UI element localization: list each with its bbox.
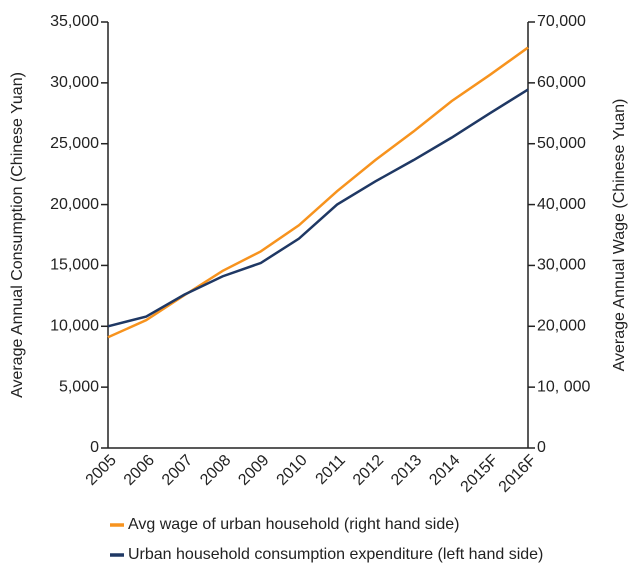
x-tick-label: 2006: [121, 452, 158, 489]
x-tick-label: 2007: [159, 452, 196, 489]
y-tick-label: 20,000: [50, 196, 99, 213]
x-tick-label: 2009: [235, 452, 272, 489]
x-tick-label: 2015F: [458, 452, 502, 496]
x-tick-label: 2016F: [496, 452, 540, 496]
y2-tick-label: 40,000: [537, 196, 586, 213]
x-tick-label: 2013: [388, 452, 425, 489]
y-tick-label: 25,000: [50, 135, 99, 152]
y2-axis-label: Average Annual Wage (Chinese Yuan): [611, 99, 628, 372]
y-tick-label: 10,000: [50, 318, 99, 335]
y2-tick-label: 30,000: [537, 257, 586, 274]
y2-tick-label: 60,000: [537, 74, 586, 91]
legend-label: Avg wage of urban household (right hand …: [128, 516, 459, 533]
y-tick-label: 30,000: [50, 74, 99, 91]
line: [107, 88, 529, 328]
y-tick-label: 15,000: [50, 257, 99, 274]
x-tick-label: 2011: [313, 452, 349, 488]
y2-tick-label: 70,000: [537, 13, 586, 30]
y-tick-label: 0: [90, 439, 99, 456]
y-tick-label: 35,000: [50, 13, 99, 30]
y2-tick-label: 20,000: [537, 318, 586, 335]
y2-tick-label: 50,000: [537, 135, 586, 152]
x-tick-label: 2008: [197, 452, 234, 489]
x-tick-label: 2005: [83, 452, 120, 489]
y-axis-label: Average Annual Consumption (Chinese Yuan…: [9, 72, 26, 398]
legend-label: Urban household consumption expenditure …: [128, 546, 543, 563]
y2-tick-label: 10, 000: [537, 378, 590, 395]
x-tick-label: 2012: [350, 452, 387, 489]
line: [107, 46, 529, 339]
y-tick-label: 5,000: [59, 378, 99, 395]
y2-tick-label: 0: [537, 439, 546, 456]
x-tick-label: 2010: [274, 452, 311, 489]
